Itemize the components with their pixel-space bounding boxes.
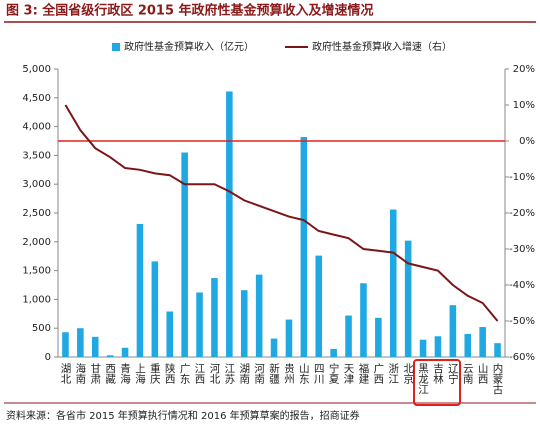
- bar: [375, 317, 382, 357]
- bar: [136, 223, 144, 357]
- bar: [77, 328, 84, 357]
- x-tick-label: 河北: [208, 363, 220, 384]
- bar: [434, 336, 442, 357]
- bar: [240, 290, 248, 357]
- x-tick-label: 内蒙古: [492, 362, 504, 395]
- x-tick-label: 福建: [357, 362, 369, 385]
- x-tick-label: 广西: [372, 363, 384, 384]
- bar: [211, 278, 218, 357]
- y2-tick-label: 20%: [513, 64, 535, 75]
- legend-swatch: [112, 43, 120, 51]
- bar: [121, 347, 129, 357]
- bar: [196, 292, 203, 357]
- x-tick-label: 甘肃: [89, 362, 101, 385]
- bar: [270, 338, 278, 357]
- x-tick-label: 黑龙江: [417, 363, 429, 395]
- x-tick-label: 新疆: [268, 362, 280, 385]
- source: 资料来源：各省市 2015 年预算执行情况和 2016 年预算草案的报告，招商证…: [6, 409, 360, 422]
- y2-tick-label: -20%: [509, 208, 535, 219]
- bar: [62, 332, 69, 357]
- bar: [106, 355, 114, 357]
- x-tick-label: 海南: [74, 362, 86, 384]
- x-tick-label: 江西: [194, 363, 206, 384]
- y2-tick-label: 10%: [513, 100, 535, 111]
- x-tick-label: 湖南: [238, 363, 250, 384]
- y-tick-label: 2,000: [22, 237, 51, 248]
- x-tick-label: 上海: [134, 363, 146, 385]
- bar: [404, 240, 412, 357]
- x-tick-label: 北京: [402, 363, 414, 385]
- x-tick-label: 湖北: [59, 363, 71, 384]
- x-tick-label: 陕西: [164, 362, 176, 384]
- line: [64, 104, 499, 322]
- x-tick-label: 云南: [462, 363, 474, 384]
- y2-tick-label: 0%: [519, 136, 535, 147]
- x-tick-label: 宁夏: [328, 362, 340, 384]
- bar: [285, 319, 293, 357]
- y-tick-label: 2,500: [22, 208, 51, 219]
- x-tick-label: 浙江: [387, 363, 399, 384]
- y2-tick-label: -40%: [509, 280, 535, 291]
- x-tick-label: 江苏: [223, 363, 235, 385]
- y2-tick-label: -60%: [509, 352, 535, 363]
- y-tick-label: 3,000: [22, 179, 51, 190]
- x-tick-label: 四川: [313, 363, 325, 384]
- y2-tick-label: -50%: [509, 316, 535, 327]
- y-tick-label: 3,500: [22, 150, 51, 161]
- x-tick-label: 青海: [119, 362, 131, 385]
- bar: [419, 339, 427, 357]
- y-tick-label: 4,000: [22, 122, 51, 133]
- bar: [464, 333, 472, 357]
- y2-tick-label: -10%: [509, 172, 535, 183]
- bar: [181, 152, 188, 357]
- y2-tick-label: -30%: [509, 244, 535, 255]
- x-tick-label: 天津: [343, 363, 355, 385]
- bar: [166, 311, 174, 357]
- bar: [494, 343, 501, 357]
- y-tick-label: 1,000: [22, 294, 51, 305]
- x-tick-label: 山东: [298, 363, 310, 384]
- bar: [151, 261, 159, 357]
- bar: [389, 209, 397, 357]
- legend-label: 政府性基金预算收入增速（右）: [312, 40, 452, 53]
- chart-title: 图 3: 全国省级行政区 2015 年政府性基金预算收入及增速情况: [6, 3, 374, 19]
- x-tick-label: 西藏: [104, 363, 116, 385]
- bar: [330, 348, 337, 357]
- y-tick-label: 0: [45, 352, 51, 363]
- bar: [360, 283, 367, 357]
- y-tick-label: 5,000: [22, 64, 51, 75]
- x-tick-label: 吉林: [432, 363, 444, 385]
- bar: [91, 336, 99, 357]
- bar: [255, 274, 263, 357]
- highlight-box: [413, 359, 461, 406]
- x-tick-label: 重庆: [149, 362, 161, 385]
- x-tick-label: 山西: [477, 363, 489, 384]
- bar: [315, 255, 323, 357]
- y-tick-label: 1,500: [22, 266, 51, 277]
- bar: [300, 136, 308, 357]
- x-tick-label: 辽宁: [447, 363, 459, 384]
- bar: [345, 315, 352, 357]
- x-tick-label: 广东: [179, 363, 191, 384]
- legend-label: 政府性基金预算收入（亿元）: [124, 40, 254, 53]
- x-tick-label: 河南: [253, 363, 265, 384]
- y-tick-label: 4,500: [22, 93, 51, 104]
- bar: [449, 305, 457, 357]
- bar: [226, 91, 233, 358]
- y-tick-label: 500: [32, 323, 51, 334]
- x-tick-label: 贵州: [283, 362, 295, 384]
- bar: [479, 327, 486, 357]
